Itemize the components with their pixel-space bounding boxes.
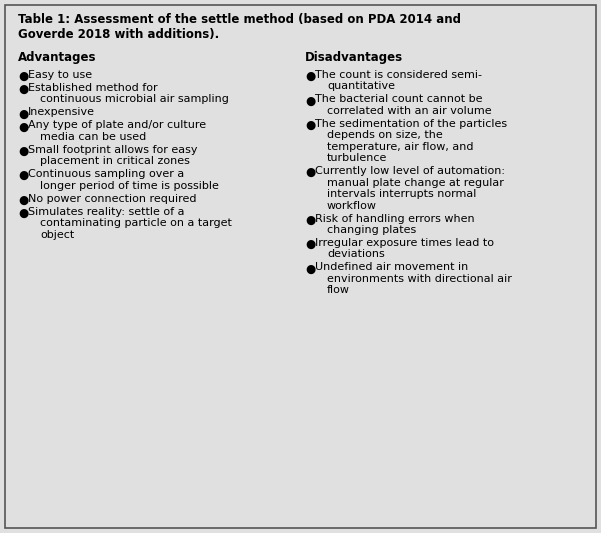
Text: placement in critical zones: placement in critical zones: [40, 156, 190, 166]
Text: continuous microbial air sampling: continuous microbial air sampling: [40, 94, 229, 104]
Text: Inexpensive: Inexpensive: [28, 108, 95, 117]
Text: Irregular exposure times lead to: Irregular exposure times lead to: [315, 238, 494, 248]
Text: object: object: [40, 230, 75, 240]
Text: ●: ●: [18, 207, 28, 220]
Text: Disadvantages: Disadvantages: [305, 51, 403, 64]
Text: Small footprint allows for easy: Small footprint allows for easy: [28, 145, 198, 155]
Text: environments with directional air: environments with directional air: [327, 274, 512, 284]
Text: quantitative: quantitative: [327, 82, 395, 92]
Text: intervals interrupts normal: intervals interrupts normal: [327, 189, 477, 199]
Text: No power connection required: No power connection required: [28, 194, 197, 204]
Text: ●: ●: [18, 120, 28, 133]
Text: Any type of plate and/or culture: Any type of plate and/or culture: [28, 120, 206, 131]
Text: The bacterial count cannot be: The bacterial count cannot be: [315, 94, 483, 104]
FancyBboxPatch shape: [5, 5, 596, 528]
Text: workflow: workflow: [327, 200, 377, 211]
Text: The count is considered semi-: The count is considered semi-: [315, 70, 482, 80]
Text: ●: ●: [305, 70, 316, 83]
Text: deviations: deviations: [327, 249, 385, 260]
Text: Undefined air movement in: Undefined air movement in: [315, 262, 468, 272]
Text: contaminating particle on a target: contaminating particle on a target: [40, 218, 232, 228]
Text: changing plates: changing plates: [327, 225, 416, 235]
Text: Advantages: Advantages: [18, 51, 97, 64]
Text: media can be used: media can be used: [40, 132, 146, 142]
Text: temperature, air flow, and: temperature, air flow, and: [327, 142, 474, 152]
Text: ●: ●: [305, 214, 316, 227]
Text: turbulence: turbulence: [327, 153, 388, 163]
Text: ●: ●: [305, 262, 316, 276]
Text: ●: ●: [18, 194, 28, 207]
Text: The sedimentation of the particles: The sedimentation of the particles: [315, 119, 507, 129]
Text: Goverde 2018 with additions).: Goverde 2018 with additions).: [18, 28, 219, 41]
Text: ●: ●: [305, 119, 316, 132]
Text: Currently low level of automation:: Currently low level of automation:: [315, 166, 505, 176]
Text: ●: ●: [18, 70, 28, 83]
Text: ●: ●: [305, 166, 316, 179]
Text: ●: ●: [305, 94, 316, 108]
Text: Simulates reality: settle of a: Simulates reality: settle of a: [28, 207, 185, 217]
Text: correlated with an air volume: correlated with an air volume: [327, 106, 492, 116]
Text: ●: ●: [18, 169, 28, 182]
Text: Risk of handling errors when: Risk of handling errors when: [315, 214, 475, 223]
Text: flow: flow: [327, 285, 350, 295]
Text: manual plate change at regular: manual plate change at regular: [327, 177, 504, 188]
Text: ●: ●: [18, 108, 28, 120]
Text: Established method for: Established method for: [28, 83, 157, 93]
Text: ●: ●: [18, 145, 28, 158]
Text: ●: ●: [18, 83, 28, 96]
Text: Table 1: Assessment of the settle method (based on PDA 2014 and: Table 1: Assessment of the settle method…: [18, 13, 461, 26]
Text: ●: ●: [305, 238, 316, 251]
Text: depends on size, the: depends on size, the: [327, 131, 443, 140]
Text: Easy to use: Easy to use: [28, 70, 92, 80]
Text: Continuous sampling over a: Continuous sampling over a: [28, 169, 185, 179]
Text: longer period of time is possible: longer period of time is possible: [40, 181, 219, 191]
